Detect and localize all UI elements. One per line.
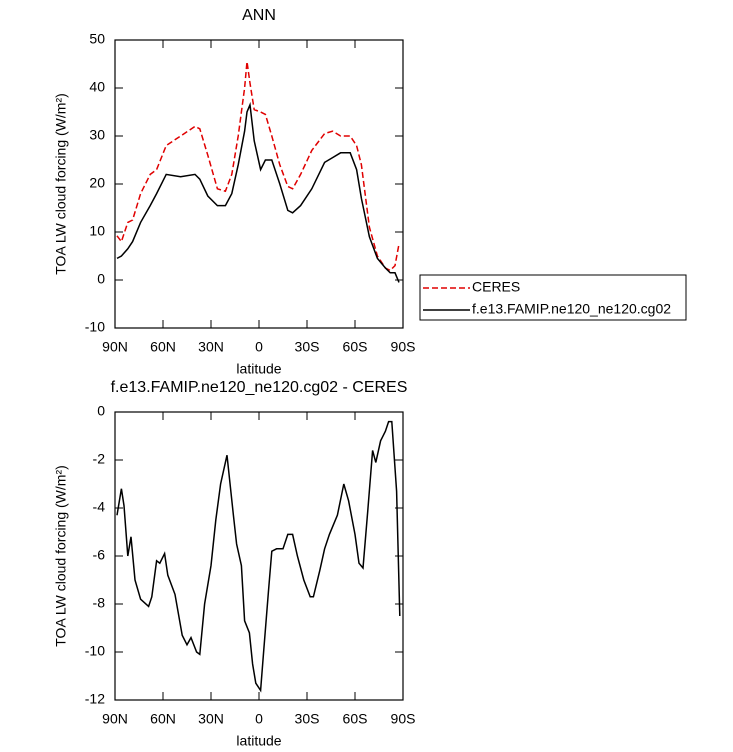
y-tick-label: 20 <box>89 175 105 191</box>
x-tick-label: 60N <box>150 339 176 355</box>
x-tick-label: 30N <box>198 339 224 355</box>
x-tick-label: 30N <box>198 711 224 727</box>
legend-label: f.e13.FAMIP.ne120_ne120.cg02 <box>472 301 671 317</box>
x-tick-label: 90S <box>391 711 416 727</box>
x-tick-label: 0 <box>255 711 263 727</box>
y-tick-label: 30 <box>89 127 105 143</box>
x-tick-label: 90N <box>102 711 128 727</box>
x-axis-label: latitude <box>236 361 281 377</box>
y-tick-label: 40 <box>89 79 105 95</box>
data-line <box>116 420 401 693</box>
legend-label: CERES <box>472 279 520 295</box>
y-tick-label: -10 <box>85 319 105 335</box>
legend-box <box>419 274 687 321</box>
y-tick-label: -2 <box>93 451 106 467</box>
y-tick-label: -10 <box>85 643 105 659</box>
x-tick-label: 60N <box>150 711 176 727</box>
chart-title: f.e13.FAMIP.ne120_ne120.cg02 - CERES <box>111 379 408 396</box>
x-tick-label: 30S <box>295 339 320 355</box>
y-tick-label: -6 <box>93 547 106 563</box>
y-tick-label: 50 <box>89 31 105 47</box>
plot-frame <box>114 411 404 701</box>
y-tick-label: 0 <box>97 403 105 419</box>
y-tick-label: 10 <box>89 223 105 239</box>
x-tick-label: 0 <box>255 339 263 355</box>
y-tick-label: -12 <box>85 691 105 707</box>
legend: CERES f.e13.FAMIP.ne120_ne120.cg02 <box>419 274 687 321</box>
chart-title: ANN <box>242 7 276 24</box>
y-tick-label: -4 <box>93 499 106 515</box>
plot-frame <box>114 39 404 329</box>
y-tick-label: 0 <box>97 271 105 287</box>
x-tick-label: 60S <box>343 711 368 727</box>
x-tick-label: 30S <box>295 711 320 727</box>
y-axis-label: TOA LW cloud forcing (W/m²) <box>53 93 69 275</box>
y-axis-label: TOA LW cloud forcing (W/m²) <box>53 465 69 647</box>
data-line <box>116 101 400 283</box>
data-line <box>116 61 400 272</box>
x-tick-label: 90N <box>102 339 128 355</box>
x-axis-label: latitude <box>236 733 281 749</box>
y-tick-label: -8 <box>93 595 106 611</box>
x-tick-label: 90S <box>391 339 416 355</box>
x-tick-label: 60S <box>343 339 368 355</box>
